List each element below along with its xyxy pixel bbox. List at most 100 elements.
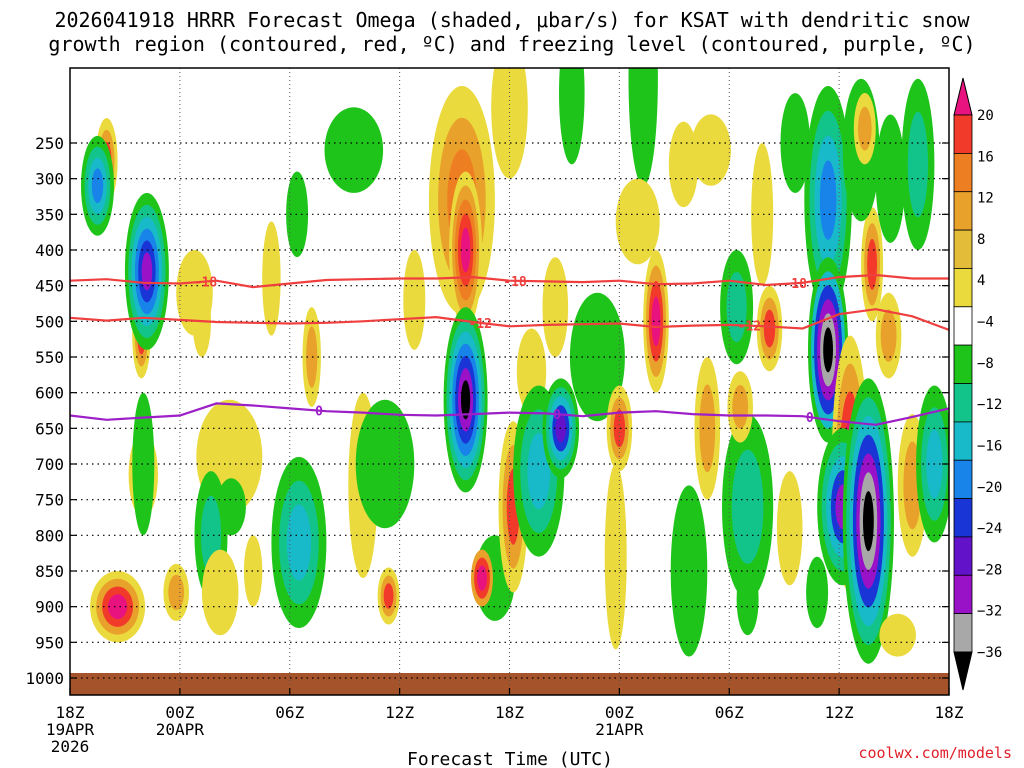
contour-labels: -18 -18 -18 -12 -12 0 0 0 <box>194 275 814 426</box>
omega-cell-63-0 <box>806 556 829 629</box>
contour-label-0-1: -18 <box>503 275 527 290</box>
colorbar-label-6: −8 <box>977 356 994 372</box>
omega-cell-37-3 <box>651 296 661 347</box>
pressure-axis: 250 300 350 400 450 500 550 600 650 700 750 800 850 9… <box>25 134 949 688</box>
colorbar-label-4: 4 <box>977 273 985 289</box>
contour-label-1-0: -12 <box>468 317 491 332</box>
colorbar-swatch-4 <box>953 229 973 269</box>
contour-label-2-1: 0 <box>553 408 561 423</box>
omega-cell-48-0 <box>776 471 803 586</box>
omega-shading <box>81 68 949 664</box>
omega-cell-3-1 <box>168 574 185 611</box>
omega-cell-31-0 <box>559 68 585 165</box>
colorbar-swatch-7 <box>953 344 973 384</box>
contour-line-1 <box>70 308 949 331</box>
y-tick-label-350: 350 <box>35 205 64 224</box>
colorbar-swatch-6 <box>953 306 973 346</box>
colorbar: 20 16 12 8 4 −4 −8 −12 −16 −20 −24 −28 −32 −36 <box>953 77 1002 691</box>
colorbar-label-5: −4 <box>977 315 994 331</box>
omega-cell-8-3 <box>91 168 104 204</box>
y-tick-label-800: 800 <box>35 526 64 545</box>
omega-cell-49-1 <box>732 385 749 429</box>
omega-cell-34-0 <box>604 464 627 650</box>
colorbar-swatch-8 <box>953 383 973 423</box>
y-tick-label-600: 600 <box>35 384 64 403</box>
colorbar-label-2: 12 <box>977 191 994 207</box>
y-tick-label-450: 450 <box>35 277 64 296</box>
x-tick-label-12-0: 06Z <box>275 703 304 722</box>
omega-cell-45-0 <box>736 563 759 636</box>
x-tick-label-24-0: 18Z <box>495 703 524 722</box>
omega-cell-64-0 <box>879 613 916 657</box>
contour-line-0 <box>70 273 949 289</box>
site-credit: coolwx.com/models <box>858 744 1012 762</box>
x-tick-label-30-1: 21APR <box>595 720 644 739</box>
omega-cell-10-0 <box>132 392 155 536</box>
colorbar-label-12: −32 <box>977 604 1002 620</box>
contour-label-1-1: -12 <box>738 320 761 335</box>
colorbar-swatch-13 <box>953 574 973 615</box>
omega-cell-13-0 <box>262 221 281 336</box>
omega-cell-58-1 <box>907 111 929 218</box>
contour-label-0-0: -18 <box>194 276 218 291</box>
x-tick-label-30-0: 00Z <box>605 703 634 722</box>
y-tick-label-650: 650 <box>35 419 64 438</box>
colorbar-bottom-arrow <box>953 651 973 691</box>
omega-cell-15-1 <box>306 326 318 388</box>
omega-cell-19-2 <box>383 583 394 609</box>
omega-cell-21-4 <box>460 227 471 273</box>
omega-cell-66-0 <box>201 549 239 636</box>
x-tick-label-0-0: 18Z <box>56 703 85 722</box>
y-tick-label-300: 300 <box>35 170 64 189</box>
colorbar-swatch-1 <box>953 114 973 154</box>
omega-cell-52-5 <box>823 327 833 373</box>
x-tick-label-18-0: 12Z <box>385 703 414 722</box>
colorbar-swatch-10 <box>953 459 973 500</box>
omega-cell-30-0 <box>491 68 528 179</box>
colorbar-swatch-2 <box>953 152 973 193</box>
chart-title-line-2: growth region (contoured, red, ºC) and f… <box>48 32 976 56</box>
y-tick-label-750: 750 <box>35 491 64 510</box>
contour-label-2-2: 0 <box>806 411 814 426</box>
omega-cell-25-2 <box>477 565 487 591</box>
colorbar-swatch-14 <box>953 613 973 653</box>
y-tick-label-900: 900 <box>35 598 64 617</box>
y-tick-label-700: 700 <box>35 455 64 474</box>
colorbar-label-3: 8 <box>977 232 985 248</box>
colorbar-swatch-3 <box>953 191 973 231</box>
contour-label-0-2: -18 <box>783 277 807 292</box>
colorbar-label-1: 16 <box>977 149 994 165</box>
x-tick-label-0-2: 2026 <box>51 737 90 756</box>
omega-cell-42-0 <box>690 114 732 186</box>
omega-cell-41-1 <box>699 384 716 473</box>
x-tick-label-6-0: 00Z <box>165 703 194 722</box>
contour-label-2-0: 0 <box>315 405 323 420</box>
y-tick-label-550: 550 <box>35 348 64 367</box>
colorbar-swatch-9 <box>953 421 973 461</box>
omega-cell-28-2 <box>527 433 551 510</box>
y-tick-label-850: 850 <box>35 562 64 581</box>
colorbar-top-arrow <box>953 77 973 116</box>
omega-cell-56-2 <box>867 238 877 290</box>
colorbar-swatch-12 <box>953 536 973 576</box>
colorbar-label-9: −20 <box>977 480 1002 496</box>
x-tick-label-42-0: 12Z <box>825 703 854 722</box>
temperature-contours <box>70 273 949 426</box>
omega-cell-14-0 <box>286 171 309 258</box>
x-axis-label: Forecast Time (UTC) <box>407 749 613 768</box>
colorbar-swatch-11 <box>953 498 973 538</box>
y-tick-label-950: 950 <box>35 633 64 652</box>
omega-cell-59-1 <box>880 309 897 362</box>
y-tick-label-1000: 1000 <box>25 669 64 688</box>
y-tick-label-250: 250 <box>35 134 64 153</box>
colorbar-label-10: −24 <box>977 521 1002 537</box>
omega-cell-40-0 <box>670 485 708 657</box>
omega-cell-51-3 <box>819 160 837 240</box>
x-tick-label-48-0: 18Z <box>935 703 964 722</box>
omega-cell-22-0 <box>403 250 426 350</box>
omega-cell-47-2 <box>763 309 776 348</box>
colorbar-label-8: −16 <box>977 439 1002 455</box>
omega-cell-44-1 <box>731 449 764 564</box>
